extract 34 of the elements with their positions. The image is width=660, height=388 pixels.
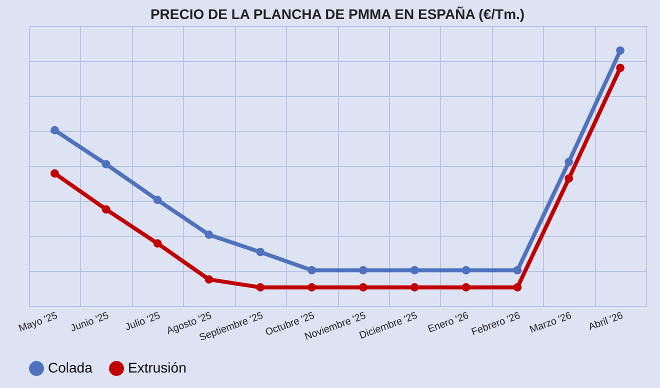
legend-label: Extrusión <box>128 360 186 376</box>
point <box>616 46 624 55</box>
chart-title: PRECIO DE LA PLANCHA DE PMMA EN ESPAÑA (€/Tm.) <box>150 6 525 22</box>
x-tick-label: Julio '25 <box>124 310 162 334</box>
point <box>256 283 265 292</box>
point <box>616 64 624 72</box>
point <box>102 160 110 168</box>
point <box>308 266 316 274</box>
x-tick-label: Abril '26 <box>587 310 625 334</box>
point <box>256 248 265 256</box>
point <box>102 205 110 214</box>
point <box>513 283 522 292</box>
point <box>410 283 419 292</box>
point <box>564 174 574 183</box>
point <box>50 169 59 178</box>
point <box>153 196 162 204</box>
point <box>462 266 470 274</box>
point <box>50 126 59 134</box>
x-tick-label: Febrero '26 <box>470 310 522 338</box>
x-tick-label: Mayo '25 <box>17 310 60 335</box>
point <box>410 266 419 274</box>
x-tick-label: Junio '25 <box>69 310 111 334</box>
point <box>462 283 470 292</box>
point <box>564 158 574 166</box>
point <box>359 283 368 292</box>
point <box>308 283 316 292</box>
point <box>359 266 368 274</box>
x-tick-label: Enero '26 <box>426 310 471 336</box>
point <box>153 239 162 248</box>
point <box>204 230 214 239</box>
point <box>204 275 214 284</box>
legend-label: Colada <box>48 360 93 376</box>
point <box>513 266 522 274</box>
x-tick-label: Marzo '26 <box>528 310 574 336</box>
